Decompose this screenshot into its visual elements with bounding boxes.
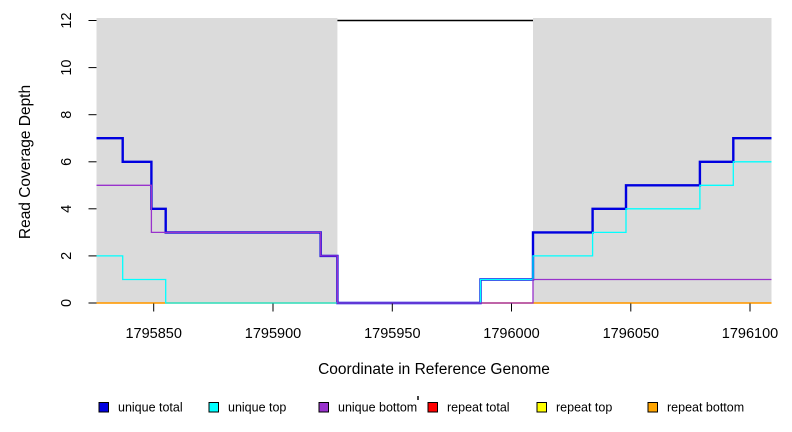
- legend-item-label: unique top: [228, 401, 286, 415]
- x-tick-label: 1795950: [364, 326, 420, 342]
- series-unique-top: [96, 161, 772, 304]
- masked-region-layer: [96, 18, 772, 303]
- legend-item-unique-total: unique total: [98, 401, 183, 415]
- legend-swatch: [536, 402, 547, 413]
- legend-swatch: [98, 402, 109, 413]
- x-tick-label: 1795850: [125, 326, 181, 342]
- masked-region: [96, 18, 338, 303]
- y-tick-label: 10: [59, 60, 75, 76]
- y-tick-label: 6: [59, 158, 75, 166]
- y-tick-label: 8: [59, 111, 75, 119]
- masked-region: [533, 18, 772, 303]
- y-tick-label: 0: [59, 299, 75, 307]
- stray-mark: [417, 396, 419, 400]
- y-axis: 0 2 4 6 8 10 12: [59, 12, 97, 307]
- legend-item-label: repeat total: [447, 401, 510, 415]
- legend-item-unique-bottom: unique bottom: [318, 401, 417, 415]
- legend: unique total unique top unique bottom repea…: [98, 401, 744, 415]
- legend-swatch: [427, 402, 438, 413]
- legend-swatch: [647, 402, 658, 413]
- x-tick-label: 1796000: [483, 326, 539, 342]
- y-tick-label: 4: [59, 205, 75, 213]
- legend-item-label: unique bottom: [338, 401, 417, 415]
- legend-item-repeat-bottom: repeat bottom: [647, 401, 744, 415]
- y-axis-label: Read Coverage Depth: [17, 85, 34, 239]
- legend-item-unique-top: unique top: [208, 401, 286, 415]
- legend-swatch: [208, 402, 219, 413]
- x-tick-label: 1796050: [603, 326, 659, 342]
- x-tick-label: 1795900: [245, 326, 301, 342]
- legend-item-label: repeat bottom: [667, 401, 744, 415]
- legend-item-label: repeat top: [556, 401, 612, 415]
- x-axis: 1795850 1795900 1795950 1796000 1796050 17961…: [125, 303, 778, 342]
- legend-swatch: [318, 402, 329, 413]
- x-tick-label: 1796100: [722, 326, 778, 342]
- series-line-layer: [96, 137, 772, 305]
- series-unique-bottom: [96, 184, 772, 304]
- legend-item-repeat-total: repeat total: [427, 401, 510, 415]
- x-axis-label: Coordinate in Reference Genome: [318, 361, 550, 378]
- legend-item-label: unique total: [118, 401, 183, 415]
- legend-item-repeat-top: repeat top: [536, 401, 612, 415]
- y-tick-label: 12: [59, 12, 75, 28]
- y-tick-label: 2: [59, 252, 75, 260]
